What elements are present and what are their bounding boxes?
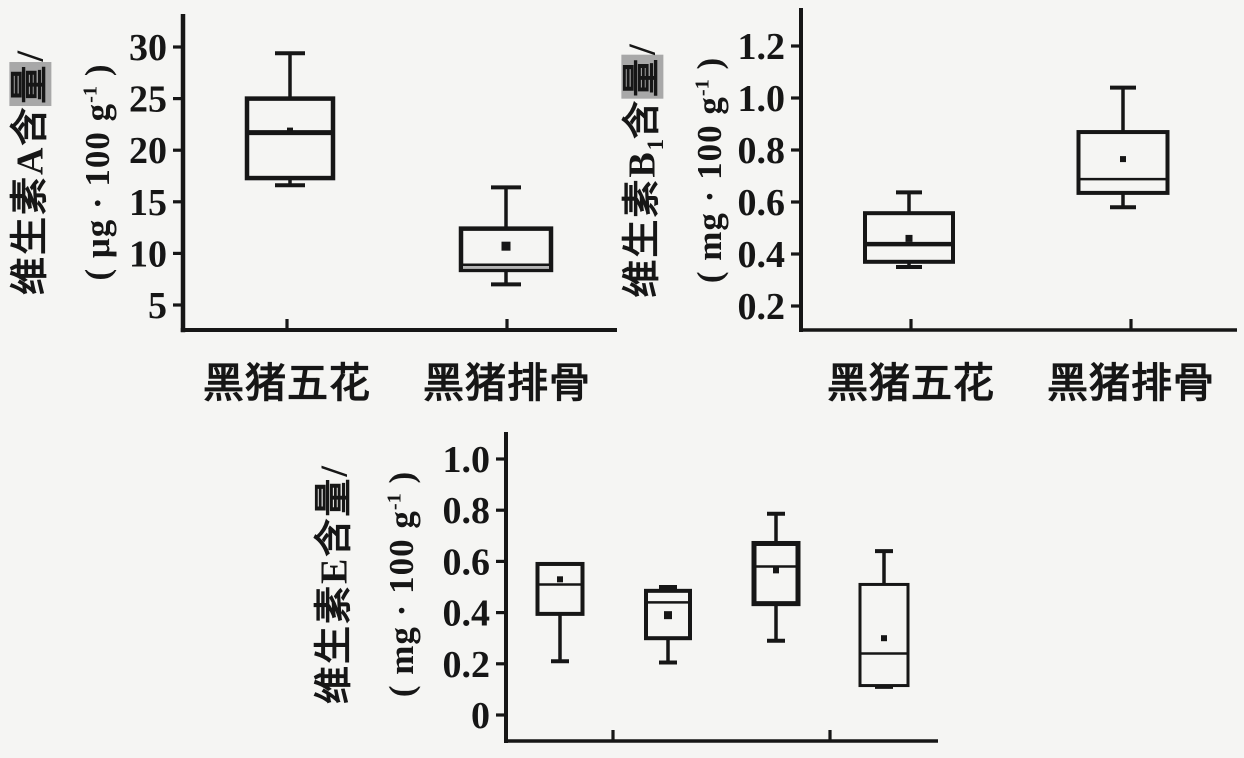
mean-marker xyxy=(557,576,563,583)
y-tick-label: 0.6 xyxy=(443,541,491,583)
box-plot-box xyxy=(244,51,336,188)
mean-marker xyxy=(881,635,887,642)
category-label-wuhua-a: 黑猪五花 xyxy=(203,360,371,406)
y-axis-unit: ( μg · 100 g-1 ) xyxy=(77,63,117,281)
y-axis-unit: ( mg · 100 g-1 ) xyxy=(381,470,421,698)
box-plot-box xyxy=(644,585,692,665)
y-tick-label: 15 xyxy=(129,182,167,224)
category-label-paigu-b1: 黑猪排骨 xyxy=(1047,360,1215,406)
y-tick-label: 20 xyxy=(129,130,167,172)
box-plot-box xyxy=(535,561,585,664)
y-axis-label-vitamin-b1: 维生素B1含量/ ( mg · 100 g-1 ) xyxy=(619,42,732,298)
category-label-paigu-a: 黑猪排骨 xyxy=(423,360,591,406)
y-tick-label: 25 xyxy=(129,79,167,121)
y-tick-label: 1.0 xyxy=(738,78,786,120)
y-tick-label: 0.2 xyxy=(738,286,786,328)
y-tick-label: 10 xyxy=(129,233,167,275)
category-label-wuhua-b1: 黑猪五花 xyxy=(827,360,995,406)
vitamin-a-boxplot: 30 25 20 15 10 5 xyxy=(129,14,617,333)
vitamin-e-boxplot: 1.0 0.8 0.6 0.4 0.2 0 xyxy=(443,432,938,743)
highlighted-char: 量 xyxy=(621,54,664,99)
y-tick-label: 5 xyxy=(148,285,167,327)
y-axis-label-vitamin-a: 维生素A含量/ ( μg · 100 g-1 ) xyxy=(7,49,120,295)
y-tick-label: 0.4 xyxy=(443,593,491,635)
y-axis-title: 维生素A含量/ xyxy=(9,48,52,296)
highlighted-char: 量 xyxy=(9,61,52,106)
mean-marker xyxy=(501,241,511,251)
mean-marker xyxy=(1120,156,1126,163)
vitamin-b1-boxplot: 1.2 1.0 0.8 0.6 0.4 0.2 xyxy=(738,8,1237,332)
y-tick-label: 0.8 xyxy=(443,490,491,532)
y-tick-label: 0.4 xyxy=(738,234,786,276)
box-plot-box xyxy=(751,511,801,643)
mean-marker xyxy=(287,127,293,134)
mean-marker xyxy=(773,567,779,574)
y-tick-label: 0.2 xyxy=(443,644,491,686)
y-tick-label: 0 xyxy=(471,695,490,737)
y-axis-title: 维生素B1含量/ xyxy=(621,42,668,298)
y-tick-label: 1.0 xyxy=(443,439,491,481)
box-plot-box xyxy=(858,549,910,689)
y-axis-label-vitamin-e: 维生素E含量/ ( mg · 100 g-1 ) xyxy=(311,464,424,704)
mean-marker xyxy=(664,611,672,620)
y-tick-label: 0.6 xyxy=(738,182,786,224)
y-tick-label: 30 xyxy=(129,27,167,69)
mean-marker xyxy=(905,234,913,242)
y-axis-unit: ( mg · 100 g-1 ) xyxy=(689,56,729,284)
box-plot-box xyxy=(1076,85,1170,210)
y-tick-label: 0.8 xyxy=(738,130,786,172)
y-tick-label: 1.2 xyxy=(738,26,786,68)
box-plot-box xyxy=(458,185,554,287)
y-axis-title: 维生素E含量/ xyxy=(313,464,356,704)
box-plot-box xyxy=(863,190,955,269)
